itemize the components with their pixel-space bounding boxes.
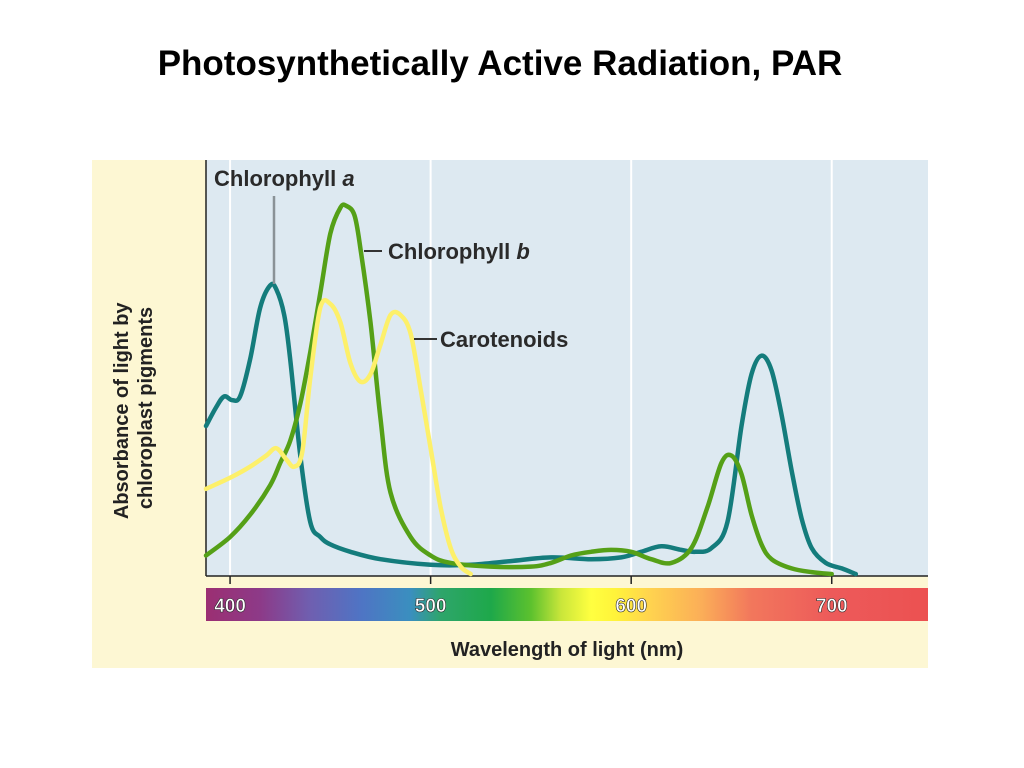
chlorophyll-a-label: Chlorophyll a: [214, 166, 355, 191]
x-tick-labels: 400 500 600 700: [214, 596, 848, 618]
carotenoids-curve: [203, 297, 473, 577]
carotenoids-label: Carotenoids: [440, 327, 568, 352]
page-title: Photosynthetically Active Radiation, PAR: [157, 44, 843, 83]
x-tick-label-700: 700: [816, 596, 848, 617]
y-axis-label: Absorbance of light by chloroplast pigme…: [111, 297, 157, 519]
plot-area: [206, 160, 928, 576]
series-labels: Chlorophyll a Chlorophyll b Carotenoids: [214, 166, 568, 352]
y-axis-label-line-2: chloroplast pigments: [135, 307, 157, 509]
series-lines: [203, 202, 859, 577]
x-tick-label-400: 400: [214, 596, 246, 617]
x-tick-marks: [229, 576, 833, 584]
y-axis-label-line-1: Absorbance of light by: [111, 302, 133, 520]
x-tick-label-600: 600: [615, 596, 647, 617]
visible-spectrum-bar: [206, 588, 928, 621]
chlorophyll-b-label: Chlorophyll b: [388, 239, 530, 264]
chlorophyll-a-curve: [203, 281, 859, 577]
x-tick-label-500: 500: [415, 596, 447, 617]
x-axis-label: Wavelength of light (nm): [451, 639, 684, 661]
vertical-gridlines: [229, 160, 833, 576]
